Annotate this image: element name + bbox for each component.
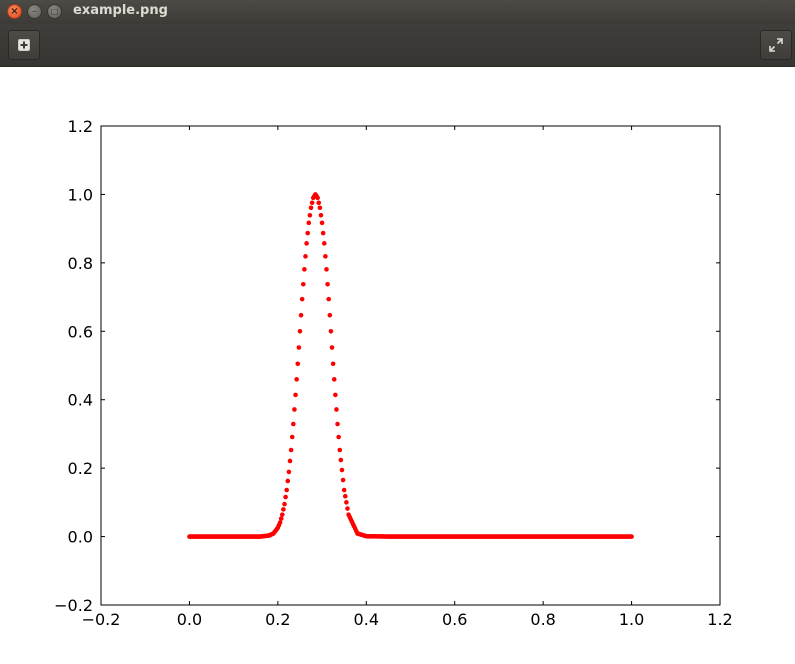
data-point [317,205,323,211]
data-point [336,434,341,440]
data-point [318,212,324,218]
data-point [304,241,309,246]
data-point [282,501,287,507]
data-point [340,477,346,483]
data-point [305,230,311,236]
data-point [326,296,332,302]
close-icon: × [10,5,19,17]
data-point [279,512,285,517]
data-point [629,534,634,539]
data-point [342,493,348,499]
x-tick-label: −0.2 [82,610,121,629]
data-point [328,328,334,334]
data-point [291,421,296,427]
data-point [303,254,308,259]
x-tick-label: 0.8 [530,610,555,629]
data-point [308,205,314,211]
data-point [300,281,306,287]
data-point [327,312,333,318]
x-tick-label: 0.6 [442,610,467,629]
data-point [284,487,290,493]
y-tick-label: 0.8 [68,254,93,273]
data-point [287,458,293,464]
maximize-window-button[interactable]: □ [47,4,62,19]
data-point [334,407,339,412]
data-point [285,478,291,484]
y-tick-label: 0.4 [68,391,93,410]
data-point [293,392,298,398]
x-tick-label: 0.0 [177,610,202,629]
data-point [323,254,328,259]
data-point [299,296,305,302]
x-tick-label: 0.2 [265,610,290,629]
scatter-chart: −0.2 0.0 0.2 0.4 0.6 0.8 1.0 1.2 −0.2 0.0 0.2 0.4 0.… [54,117,733,629]
y-tick-label: 1.0 [68,185,93,204]
fullscreen-icon [769,38,783,52]
data-point [338,457,344,463]
data-point [309,200,315,206]
data-point [296,345,302,350]
data-point [277,520,283,525]
data-point [289,434,295,440]
data-point [345,506,350,511]
title-bar: × – □ example.png [0,0,795,24]
window-title: example.png [73,3,168,18]
data-point [286,469,292,475]
data-point [295,361,301,367]
data-point [324,267,329,272]
data-point [294,377,299,382]
x-tick-label: 1.2 [707,610,732,629]
data-point [316,200,322,206]
data-point [315,195,320,201]
minimize-icon: – [32,5,37,17]
toolbar [0,24,795,67]
data-point [335,421,340,427]
data-point [283,494,288,500]
close-window-button[interactable]: × [7,4,22,19]
data-point [321,241,327,246]
data-point [329,345,335,350]
y-tick-label: 0.2 [68,459,93,478]
data-point [319,220,325,226]
data-point [344,500,349,505]
data-point [288,447,294,453]
y-tick-label: 0.0 [68,528,93,547]
data-point [331,377,337,382]
data-point [278,516,284,521]
y-tick-label: 1.2 [68,117,93,136]
data-point [281,507,286,512]
y-tick-label: 0.6 [68,322,93,341]
data-point [333,392,338,398]
y-tick-label: −0.2 [54,596,93,615]
x-tick-label: 1.0 [619,610,644,629]
minimize-window-button[interactable]: – [27,4,42,19]
fullscreen-button[interactable] [760,30,792,60]
plot-frame [100,125,721,606]
data-point [292,407,297,412]
data-point [306,220,312,226]
data-point [320,230,326,236]
data-point [339,467,345,473]
add-icon [18,39,30,51]
data-point [341,487,347,493]
data-point [302,267,307,272]
image-canvas: −0.2 0.0 0.2 0.4 0.6 0.8 1.0 1.2 −0.2 0.0 0.2 0.4 0.… [0,67,795,660]
data-point [307,212,313,218]
data-point [337,447,343,453]
data-point [298,312,304,318]
x-tick-label: 0.4 [354,610,379,629]
data-point [325,281,330,287]
add-button[interactable] [8,30,40,60]
data-point [330,361,336,367]
maximize-icon: □ [50,6,59,16]
data-point [297,328,303,334]
